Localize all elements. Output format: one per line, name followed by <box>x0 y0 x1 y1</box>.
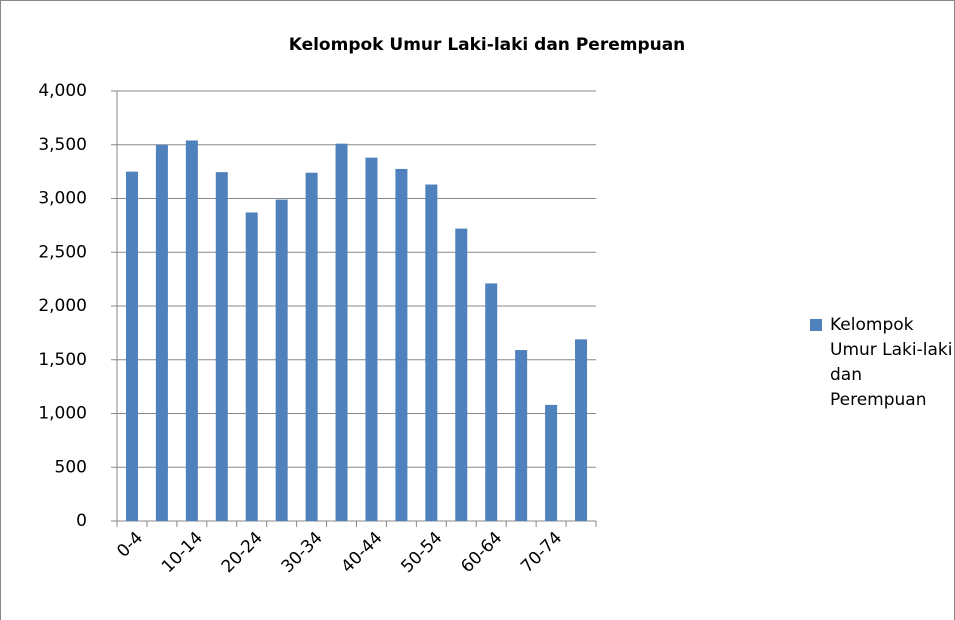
bar <box>335 143 348 522</box>
bar <box>155 144 168 521</box>
y-tick-label: 4,000 <box>38 81 87 101</box>
x-tick-label: 70-74 <box>517 528 566 577</box>
bar <box>275 199 288 521</box>
legend-label: Kelompok Umur Laki-laki dan Perempuan <box>830 315 953 410</box>
y-tick-label: 500 <box>55 457 87 477</box>
bar <box>185 140 198 521</box>
bar <box>245 212 258 521</box>
bar <box>485 283 498 521</box>
bar <box>425 184 438 521</box>
chart-title: Kelompok Umur Laki-laki dan Perempuan <box>289 35 686 55</box>
bar <box>575 339 588 521</box>
bar <box>455 228 468 521</box>
legend-swatch <box>810 319 822 331</box>
x-tick-label: 60-64 <box>457 528 506 577</box>
bar <box>365 157 378 521</box>
y-tick-label: 3,000 <box>38 189 87 209</box>
y-tick-label: 2,500 <box>38 242 87 262</box>
x-tick-label: 10-14 <box>158 528 207 577</box>
y-tick-label: 1,500 <box>38 350 87 370</box>
bar <box>125 171 138 521</box>
x-tick-label: 30-34 <box>278 528 327 577</box>
x-tick-label: 0-4 <box>113 528 147 562</box>
y-tick-label: 1,000 <box>38 404 87 424</box>
bar <box>305 172 318 521</box>
bar <box>215 172 228 521</box>
y-tick-label: 0 <box>76 511 87 531</box>
bar <box>395 168 408 521</box>
y-tick-label: 3,500 <box>38 135 87 155</box>
x-tick-label: 20-24 <box>218 528 267 577</box>
bar <box>545 404 558 521</box>
x-tick-label: 50-54 <box>397 528 446 577</box>
bar <box>515 350 528 521</box>
x-tick-label: 40-44 <box>337 528 386 577</box>
y-tick-label: 2,000 <box>38 296 87 316</box>
